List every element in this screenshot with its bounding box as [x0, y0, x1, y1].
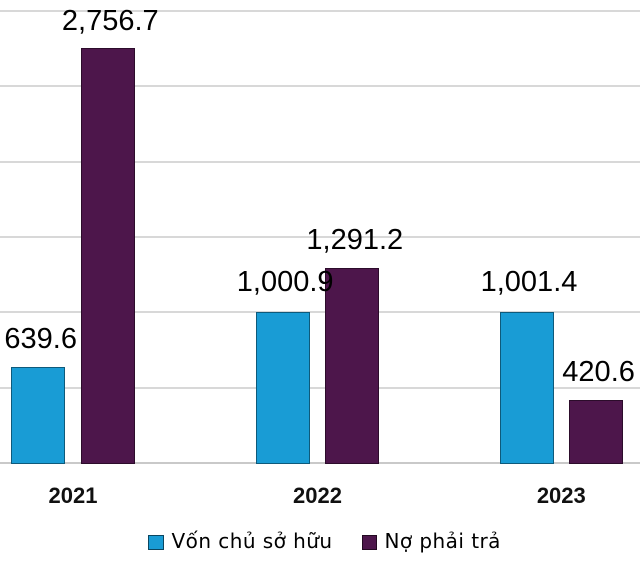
x-tick-label: 2023: [536, 482, 586, 508]
value-label: 420.6: [562, 355, 635, 388]
bar-2023-series0: [499, 312, 554, 464]
value-label: 1,291.2: [306, 223, 404, 256]
legend-label: Nợ phải trả: [384, 528, 501, 553]
gridline: [0, 311, 640, 314]
bar-2021-series1: [80, 47, 135, 464]
gridline: [0, 235, 640, 238]
gridline: [0, 85, 640, 88]
bar-2023-series1: [569, 399, 624, 464]
value-label: 1,000.9: [236, 265, 334, 298]
bar-2022-series0: [255, 312, 310, 464]
legend-swatch-icon: [148, 535, 164, 550]
x-tick-label: 2021: [48, 482, 98, 508]
value-label: 1,001.4: [480, 265, 578, 298]
gridline: [0, 386, 640, 389]
value-label: 639.6: [4, 322, 77, 355]
value-label: 2,756.7: [61, 5, 159, 38]
gridline: [0, 9, 640, 12]
legend-swatch-icon: [361, 535, 378, 550]
x-axis-line: [0, 462, 640, 465]
x-tick-label: 2022: [293, 482, 342, 508]
gridline: [0, 160, 640, 163]
bar-2021-series0: [11, 366, 66, 464]
legend-label: Vốn chủ sở hữu: [171, 528, 333, 553]
bar-2022-series1: [325, 268, 380, 464]
